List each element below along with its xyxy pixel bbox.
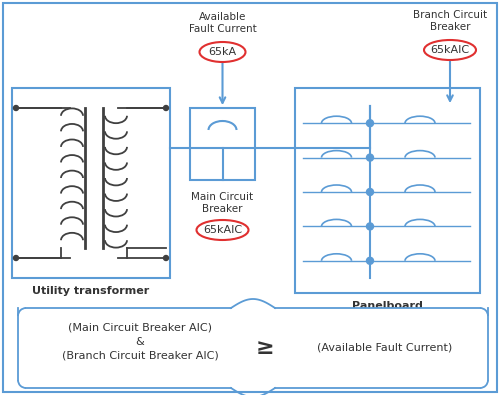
Circle shape [366,120,374,127]
Circle shape [14,105,18,111]
Bar [12,88,170,278]
Text: Available
Fault Current: Available Fault Current [188,12,256,34]
Circle shape [366,188,374,196]
Circle shape [14,256,18,260]
Circle shape [366,154,374,161]
Bar [190,108,255,180]
Circle shape [164,256,168,260]
Ellipse shape [200,42,246,62]
Text: 65kA: 65kA [208,47,236,57]
Text: 65kAIC: 65kAIC [203,225,242,235]
Circle shape [366,223,374,230]
Bar [295,88,480,293]
Circle shape [366,257,374,264]
Ellipse shape [424,40,476,60]
Text: 65kAIC: 65kAIC [430,45,470,55]
Text: Branch Circuit
Breaker: Branch Circuit Breaker [413,10,487,32]
Text: Utility transformer: Utility transformer [32,286,150,296]
Ellipse shape [196,220,248,240]
Text: Panelboard: Panelboard [352,301,423,311]
FancyBboxPatch shape [3,3,497,392]
Text: (Main Circuit Breaker AIC)
&
(Branch Circuit Breaker AIC): (Main Circuit Breaker AIC) & (Branch Cir… [62,323,218,361]
Text: ≥: ≥ [256,338,274,358]
Bar [18,308,488,388]
Text: Main Circuit
Breaker: Main Circuit Breaker [192,192,254,214]
Circle shape [164,105,168,111]
Text: (Available Fault Current): (Available Fault Current) [318,343,452,353]
